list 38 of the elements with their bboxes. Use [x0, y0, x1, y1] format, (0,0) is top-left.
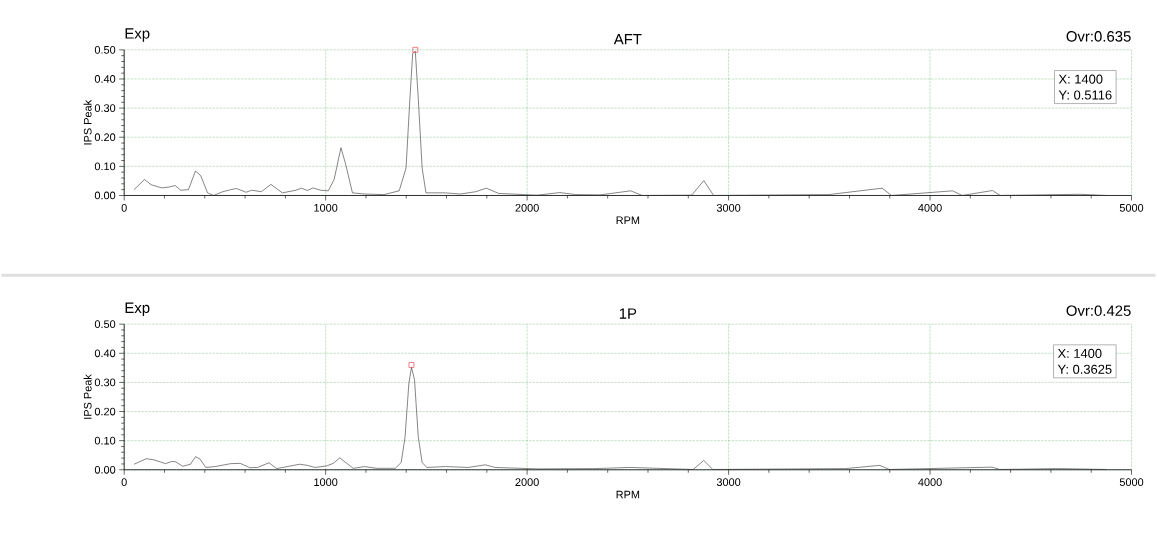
x-tick-label: 1000 [314, 204, 338, 212]
x-tick-label: 2000 [515, 478, 539, 487]
x-axis-title: RPM [616, 491, 640, 499]
text: Exp [125, 28, 150, 42]
y-tick-label: 0.50 [94, 320, 116, 329]
y-tick-label: 0.20 [94, 407, 116, 416]
x-tick-label: 3000 [716, 478, 741, 487]
text: Ovr:0.425 [1066, 305, 1131, 317]
y-axis-title: IPS Peak [83, 100, 92, 145]
annotation: X: 1400 [1057, 349, 1102, 359]
chart-title: 1P [619, 308, 637, 319]
x-tick-label: 4000 [918, 204, 942, 212]
y-axis-title: IPS Peak [83, 374, 92, 419]
x-tick-label: 0 [121, 478, 127, 487]
y-tick-label: 0.50 [94, 46, 116, 54]
x-tick-label: 3000 [716, 204, 741, 212]
x-tick-label: 1000 [314, 478, 338, 487]
annotation: X: 1400 [1058, 74, 1103, 84]
y-tick-label: 0.30 [94, 104, 116, 113]
x-tick-label: 2000 [515, 204, 539, 212]
annotation: Y: 0.3625 [1057, 364, 1112, 375]
chart-title: AFT [613, 34, 642, 45]
text: Ovr:0.635 [1066, 31, 1131, 42]
x-tick-label: 5000 [1119, 204, 1144, 212]
x-tick-label: 0 [121, 204, 127, 212]
y-tick-label: 0.10 [94, 162, 116, 171]
y-tick-label: 0.30 [94, 378, 116, 387]
x-tick-label: 5000 [1119, 478, 1144, 487]
x-axis-title: RPM [616, 216, 640, 225]
y-tick-label: 0.40 [94, 349, 116, 358]
x-tick-label: 4000 [918, 478, 942, 487]
y-tick-label: 0.00 [94, 191, 116, 200]
y-tick-label: 0.10 [94, 437, 116, 445]
y-tick-label: 0.20 [94, 133, 116, 142]
text: Exp [125, 302, 150, 317]
y-tick-label: 0.00 [94, 466, 116, 474]
y-tick-label: 0.40 [94, 75, 116, 84]
annotation: Y: 0.5116 [1058, 90, 1112, 100]
